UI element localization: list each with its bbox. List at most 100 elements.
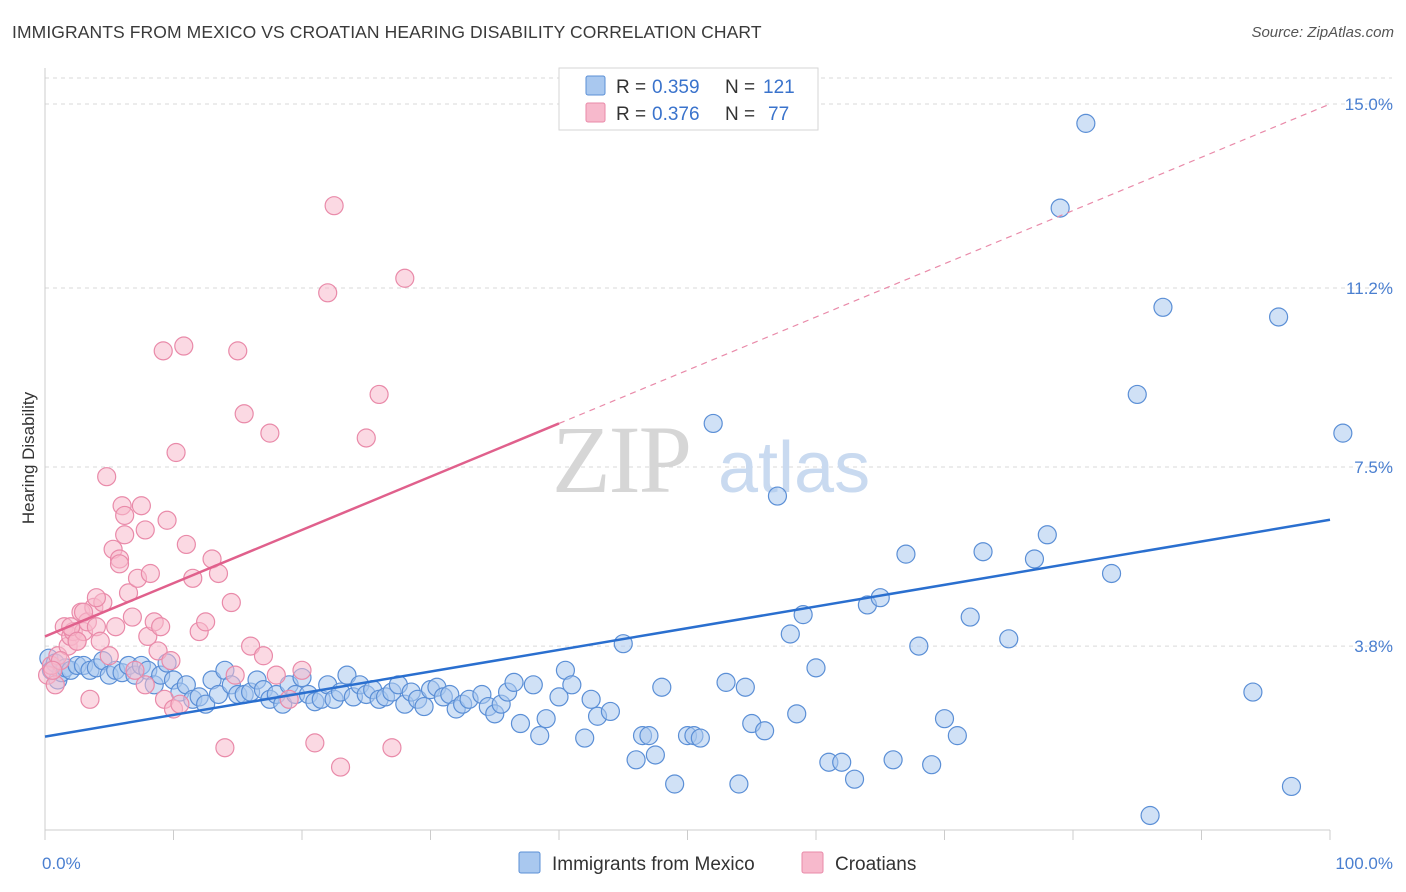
point-croatian-31 bbox=[140, 563, 160, 584]
trend-line-mexico bbox=[44, 518, 1331, 738]
legend-n-label-mexico: N = bbox=[725, 77, 755, 98]
point-mexico-129 bbox=[1243, 682, 1263, 702]
point-croatian-40 bbox=[170, 694, 190, 714]
point-croatian-59 bbox=[318, 283, 338, 303]
point-croatian-66 bbox=[109, 554, 130, 574]
point-croatian-61 bbox=[330, 757, 351, 777]
series-mexico-points bbox=[39, 113, 1353, 826]
point-mexico-112 bbox=[883, 750, 903, 770]
point-croatian-33 bbox=[148, 641, 168, 661]
point-mexico-121 bbox=[1024, 549, 1045, 569]
legend-n-value-croatian: 77 bbox=[768, 104, 789, 125]
point-croatian-51 bbox=[234, 404, 254, 424]
x-tick-label-0: 0.0% bbox=[42, 854, 81, 873]
point-mexico-122 bbox=[1037, 525, 1057, 545]
point-mexico-87 bbox=[626, 750, 646, 770]
trend-lines bbox=[44, 103, 1331, 738]
point-mexico-61 bbox=[414, 696, 434, 717]
point-mexico-99 bbox=[735, 677, 755, 697]
point-mexico-113 bbox=[896, 544, 916, 564]
trend-line-croatian bbox=[44, 422, 560, 638]
point-mexico-103 bbox=[780, 624, 800, 644]
bottom-legend-swatch-mexico bbox=[518, 851, 541, 874]
legend-r-value-croatian: 0.376 bbox=[652, 104, 700, 125]
legend-r-value-mexico: 0.359 bbox=[652, 77, 700, 98]
trend-line-croatian-extension bbox=[558, 103, 1331, 425]
point-croatian-18 bbox=[99, 646, 119, 666]
point-mexico-120 bbox=[999, 629, 1019, 649]
point-mexico-125 bbox=[1101, 563, 1122, 584]
point-mexico-101 bbox=[754, 721, 775, 741]
point-croatian-49 bbox=[225, 665, 245, 685]
point-croatian-52 bbox=[241, 636, 261, 656]
point-croatian-53 bbox=[253, 646, 274, 666]
bottom-legend-swatch-croatian bbox=[801, 851, 824, 874]
point-croatian-56 bbox=[279, 689, 299, 709]
x-tick-label-1: 100.0% bbox=[1335, 854, 1393, 873]
point-mexico-82 bbox=[575, 728, 595, 748]
point-mexico-91 bbox=[652, 677, 672, 697]
point-mexico-96 bbox=[703, 413, 723, 434]
point-mexico-109 bbox=[844, 769, 865, 789]
point-mexico-95 bbox=[690, 728, 710, 748]
watermark: ZIP atlas bbox=[552, 406, 870, 513]
point-mexico-77 bbox=[530, 726, 550, 746]
point-mexico-115 bbox=[922, 755, 942, 775]
point-croatian-17 bbox=[97, 467, 117, 487]
point-mexico-116 bbox=[934, 709, 955, 729]
point-mexico-128 bbox=[1153, 297, 1173, 317]
grid-lines bbox=[45, 77, 1392, 647]
point-croatian-26 bbox=[125, 660, 145, 680]
point-mexico-130 bbox=[1268, 307, 1289, 327]
point-mexico-98 bbox=[729, 774, 749, 794]
point-mexico-117 bbox=[947, 726, 967, 746]
point-mexico-124 bbox=[1076, 113, 1096, 133]
point-mexico-85 bbox=[600, 701, 621, 722]
x-tick-labels: 0.0% 100.0% bbox=[42, 854, 1393, 873]
point-mexico-89 bbox=[639, 726, 659, 746]
point-mexico-78 bbox=[536, 709, 556, 729]
point-croatian-41 bbox=[176, 534, 196, 555]
point-croatian-65 bbox=[395, 268, 415, 288]
point-mexico-119 bbox=[973, 542, 993, 562]
point-mexico-106 bbox=[806, 658, 826, 678]
point-mexico-132 bbox=[1333, 423, 1353, 443]
point-croatian-47 bbox=[215, 738, 235, 758]
legend-r-label-mexico: R = bbox=[616, 77, 646, 98]
point-mexico-74 bbox=[504, 672, 524, 692]
legend-swatch-mexico bbox=[585, 75, 606, 96]
bottom-legend: Immigrants from Mexico Croatians bbox=[518, 851, 916, 875]
point-mexico-49 bbox=[337, 665, 357, 685]
point-croatian-62 bbox=[356, 428, 376, 448]
point-croatian-23 bbox=[115, 525, 135, 545]
point-mexico-108 bbox=[832, 752, 852, 772]
point-mexico-90 bbox=[645, 745, 665, 765]
point-croatian-48 bbox=[221, 592, 241, 613]
legend-n-value-mexico: 121 bbox=[763, 77, 795, 98]
point-croatian-69 bbox=[174, 336, 194, 356]
point-croatian-55 bbox=[266, 665, 286, 685]
point-croatian-25 bbox=[122, 607, 142, 627]
point-mexico-127 bbox=[1140, 805, 1160, 826]
legend-n-label-croatian: N = bbox=[725, 104, 755, 125]
point-croatian-29 bbox=[135, 675, 155, 695]
point-mexico-102 bbox=[767, 486, 788, 506]
point-mexico-104 bbox=[787, 704, 807, 724]
source-label: Source: ZipAtlas.com bbox=[1251, 24, 1394, 41]
point-mexico-114 bbox=[909, 636, 929, 656]
legend-swatch-croatian bbox=[585, 102, 606, 123]
point-mexico-131 bbox=[1281, 776, 1302, 797]
point-mexico-83 bbox=[581, 689, 601, 709]
point-croatian-73 bbox=[135, 520, 155, 540]
watermark-atlas: atlas bbox=[718, 428, 870, 508]
point-mexico-29 bbox=[208, 684, 229, 705]
point-croatian-54 bbox=[260, 423, 280, 443]
point-croatian-68 bbox=[153, 341, 173, 361]
chart-title: IMMIGRANTS FROM MEXICO VS CROATIAN HEARI… bbox=[12, 22, 762, 42]
point-croatian-74 bbox=[67, 631, 87, 651]
watermark-zip: ZIP bbox=[552, 406, 690, 513]
legend-r-label-croatian: R = bbox=[616, 104, 646, 125]
point-mexico-118 bbox=[960, 607, 980, 627]
point-croatian-15 bbox=[90, 631, 110, 651]
